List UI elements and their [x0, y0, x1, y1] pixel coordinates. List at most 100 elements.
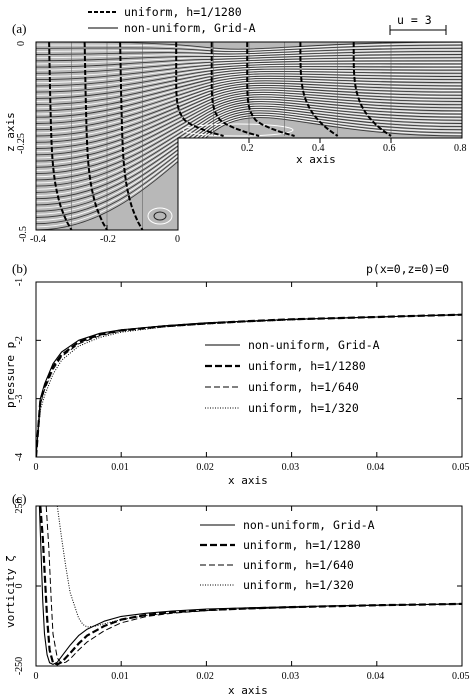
- panel-c-ticks: 0 0.01 0.02 0.03 0.04 0.05 250 0 -250: [14, 499, 470, 683]
- streamline: [36, 88, 462, 153]
- x-tick-label: 0.01: [111, 462, 129, 473]
- streamline: [36, 82, 462, 137]
- y-tick-label: 0: [14, 584, 25, 589]
- x-axis-label: x axis: [228, 474, 268, 487]
- x-tick-label: 0.4: [312, 143, 325, 154]
- x-axis-label: x axis: [296, 153, 336, 166]
- y-tick-label: -1: [14, 278, 25, 286]
- panel-b-letter: (b): [12, 261, 27, 276]
- streamline: [36, 63, 462, 87]
- streamline: [36, 68, 462, 99]
- panel-a-letter: (a): [12, 21, 26, 36]
- x-tick-label: 0.04: [367, 462, 385, 473]
- streamline: [36, 57, 462, 74]
- y-tick-label: 0: [16, 41, 27, 46]
- legend-b-nonuniform-label: non-uniform, Grid-A: [248, 338, 380, 352]
- velocity-profile: [48, 42, 73, 230]
- streamline: [36, 110, 462, 212]
- velocity-profile: [83, 42, 108, 230]
- grid-lines: [71, 42, 392, 230]
- series-line-uniform-h-1-320: [56, 506, 462, 628]
- series-line-uniform-h-1-320: [36, 314, 462, 457]
- streamline: [36, 43, 462, 51]
- pressure-series: [36, 313, 462, 457]
- streamline: [36, 44, 462, 53]
- separation-bubble: [182, 123, 294, 137]
- panel-c: (c) 0 0.01 0.02 0.03 0.04 0.05 250 0 -250 non-un…: [4, 491, 470, 697]
- x-tick-label: 0.02: [196, 671, 214, 682]
- legend-c-nonuniform-label: non-uniform, Grid-A: [243, 518, 375, 532]
- streamline: [36, 60, 462, 81]
- legend-a-nonuniform-label: non-uniform, Grid-A: [124, 21, 256, 35]
- velocity-scale-bar: u = 3: [389, 13, 447, 35]
- velocity-scale-label: u = 3: [397, 13, 432, 27]
- panel-a: uniform, h=1/1280 non-uniform, Grid-A u …: [4, 5, 467, 245]
- streamline: [36, 104, 462, 196]
- velocity-profile: [299, 42, 339, 137]
- streamline: [36, 70, 462, 106]
- streamline: [36, 94, 462, 168]
- streamline: [36, 47, 462, 55]
- x-tick-label: 0: [34, 462, 39, 473]
- legend-b-640-label: uniform, h=1/640: [248, 380, 359, 394]
- streamline: [36, 67, 462, 96]
- x-tick-label: 0: [34, 671, 39, 682]
- streamline: [36, 54, 462, 68]
- legend-c-320-label: uniform, h=1/320: [243, 578, 354, 592]
- x-tick-label: -0.4: [30, 234, 46, 245]
- streamline: [36, 103, 462, 193]
- streamline: [36, 72, 462, 109]
- panel-b-ticks: 0 0.01 0.02 0.03 0.04 0.05 -1 -2 -3 -4: [14, 278, 470, 473]
- streamline: [36, 114, 462, 225]
- streamline: [36, 58, 462, 77]
- x-tick-label: 0.02: [196, 462, 214, 473]
- streamline: [36, 98, 462, 181]
- streamline: [36, 46, 462, 54]
- y-tick-label: -0.5: [18, 226, 29, 242]
- y-axis-label: vorticity ζ: [4, 555, 17, 628]
- backward-facing-step: [178, 138, 462, 232]
- y-tick-label: -4: [14, 453, 25, 461]
- streamline: [36, 50, 462, 62]
- pressure-reference-annotation: p(x=0,z=0)=0: [366, 262, 449, 276]
- streamline: [36, 66, 462, 93]
- x-tick-label: 0.8: [454, 143, 467, 154]
- y-tick-label: -0.25: [16, 133, 27, 154]
- y-axis-label: pressure p: [4, 342, 17, 408]
- y-tick-label: -3: [14, 394, 25, 402]
- streamline: [36, 96, 462, 175]
- streamline: [36, 52, 462, 65]
- streamline: [36, 93, 462, 165]
- streamline: [36, 64, 462, 90]
- streamline: [36, 116, 462, 228]
- series-line-uniform-h-1-640: [45, 506, 462, 664]
- streamline: [36, 111, 462, 215]
- legend-b-1280-label: uniform, h=1/1280: [248, 359, 366, 373]
- x-tick-label: 0.2: [241, 143, 254, 154]
- streamline: [36, 97, 462, 178]
- streamline: [36, 49, 462, 59]
- x-tick-label: -0.2: [100, 234, 116, 245]
- streamline: [36, 101, 462, 187]
- y-tick-label: -250: [14, 657, 25, 675]
- panel-c-legend: non-uniform, Grid-A uniform, h=1/1280 un…: [200, 518, 375, 592]
- streamline: [36, 107, 462, 206]
- velocity-profiles: [48, 42, 392, 230]
- corner-eddy: [153, 211, 167, 221]
- streamline: [36, 76, 462, 121]
- x-tick-label: 0.03: [282, 671, 300, 682]
- streamline: [36, 61, 462, 84]
- panel-a-ticks: -0.4 -0.2 0 0.2 0.4 0.6 0.8 0 -0.25 -0.5…: [4, 41, 467, 245]
- x-tick-label: 0.05: [452, 671, 470, 682]
- legend-c-1280-label: uniform, h=1/1280: [243, 538, 361, 552]
- velocity-profile: [175, 42, 224, 137]
- plot-frame-b: [35, 281, 463, 458]
- x-tick-label: 0.03: [282, 462, 300, 473]
- panel-b-legend: non-uniform, Grid-A uniform, h=1/1280 un…: [205, 338, 380, 415]
- streamline: [36, 102, 462, 190]
- legend-a-uniform-label: uniform, h=1/1280: [124, 5, 242, 19]
- vorticity-series: [38, 506, 462, 666]
- velocity-profile: [210, 42, 260, 137]
- x-tick-label: 0.04: [367, 671, 385, 682]
